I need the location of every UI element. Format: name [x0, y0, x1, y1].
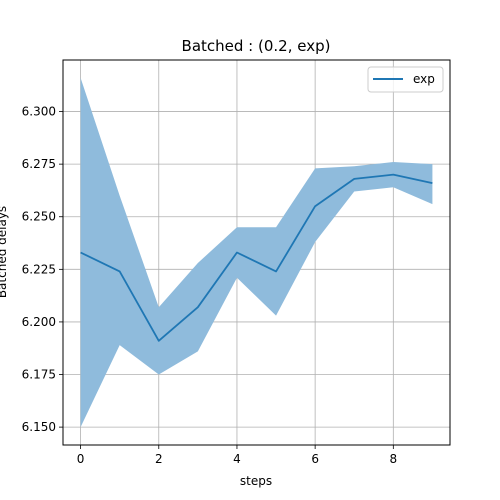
legend: exp: [367, 66, 444, 93]
y-tick-label: 6.175: [22, 368, 56, 382]
x-tick-label: 4: [233, 452, 241, 466]
x-tick-label: 6: [311, 452, 319, 466]
y-tick-label: 6.275: [22, 157, 56, 171]
y-tick-label: 6.225: [22, 262, 56, 276]
legend-label: exp: [413, 72, 435, 86]
y-tick-label: 6.250: [22, 210, 56, 224]
series-band: [80, 77, 433, 428]
series-line: [80, 173, 433, 342]
y-ticks: 6.150 6.175 6.200 6.225 6.250 6.275 6.300: [22, 105, 63, 434]
legend-box: [367, 66, 444, 93]
x-axis-label: steps: [240, 474, 272, 488]
y-axis-label: Batched delays: [0, 206, 9, 298]
chart-title: Batched : (0.2, exp): [182, 37, 331, 55]
series-lines: [80, 173, 433, 342]
y-tick-label: 6.150: [22, 420, 56, 434]
x-ticks: 0 2 4 6 8: [77, 445, 397, 466]
confidence-band: [80, 77, 433, 428]
y-tick-label: 6.200: [22, 315, 56, 329]
y-tick-label: 6.300: [22, 105, 56, 119]
x-tick-label: 0: [77, 452, 85, 466]
x-tick-label: 8: [389, 452, 397, 466]
grid: [63, 60, 450, 445]
plot-frame: [62, 59, 451, 446]
x-tick-label: 2: [155, 452, 163, 466]
